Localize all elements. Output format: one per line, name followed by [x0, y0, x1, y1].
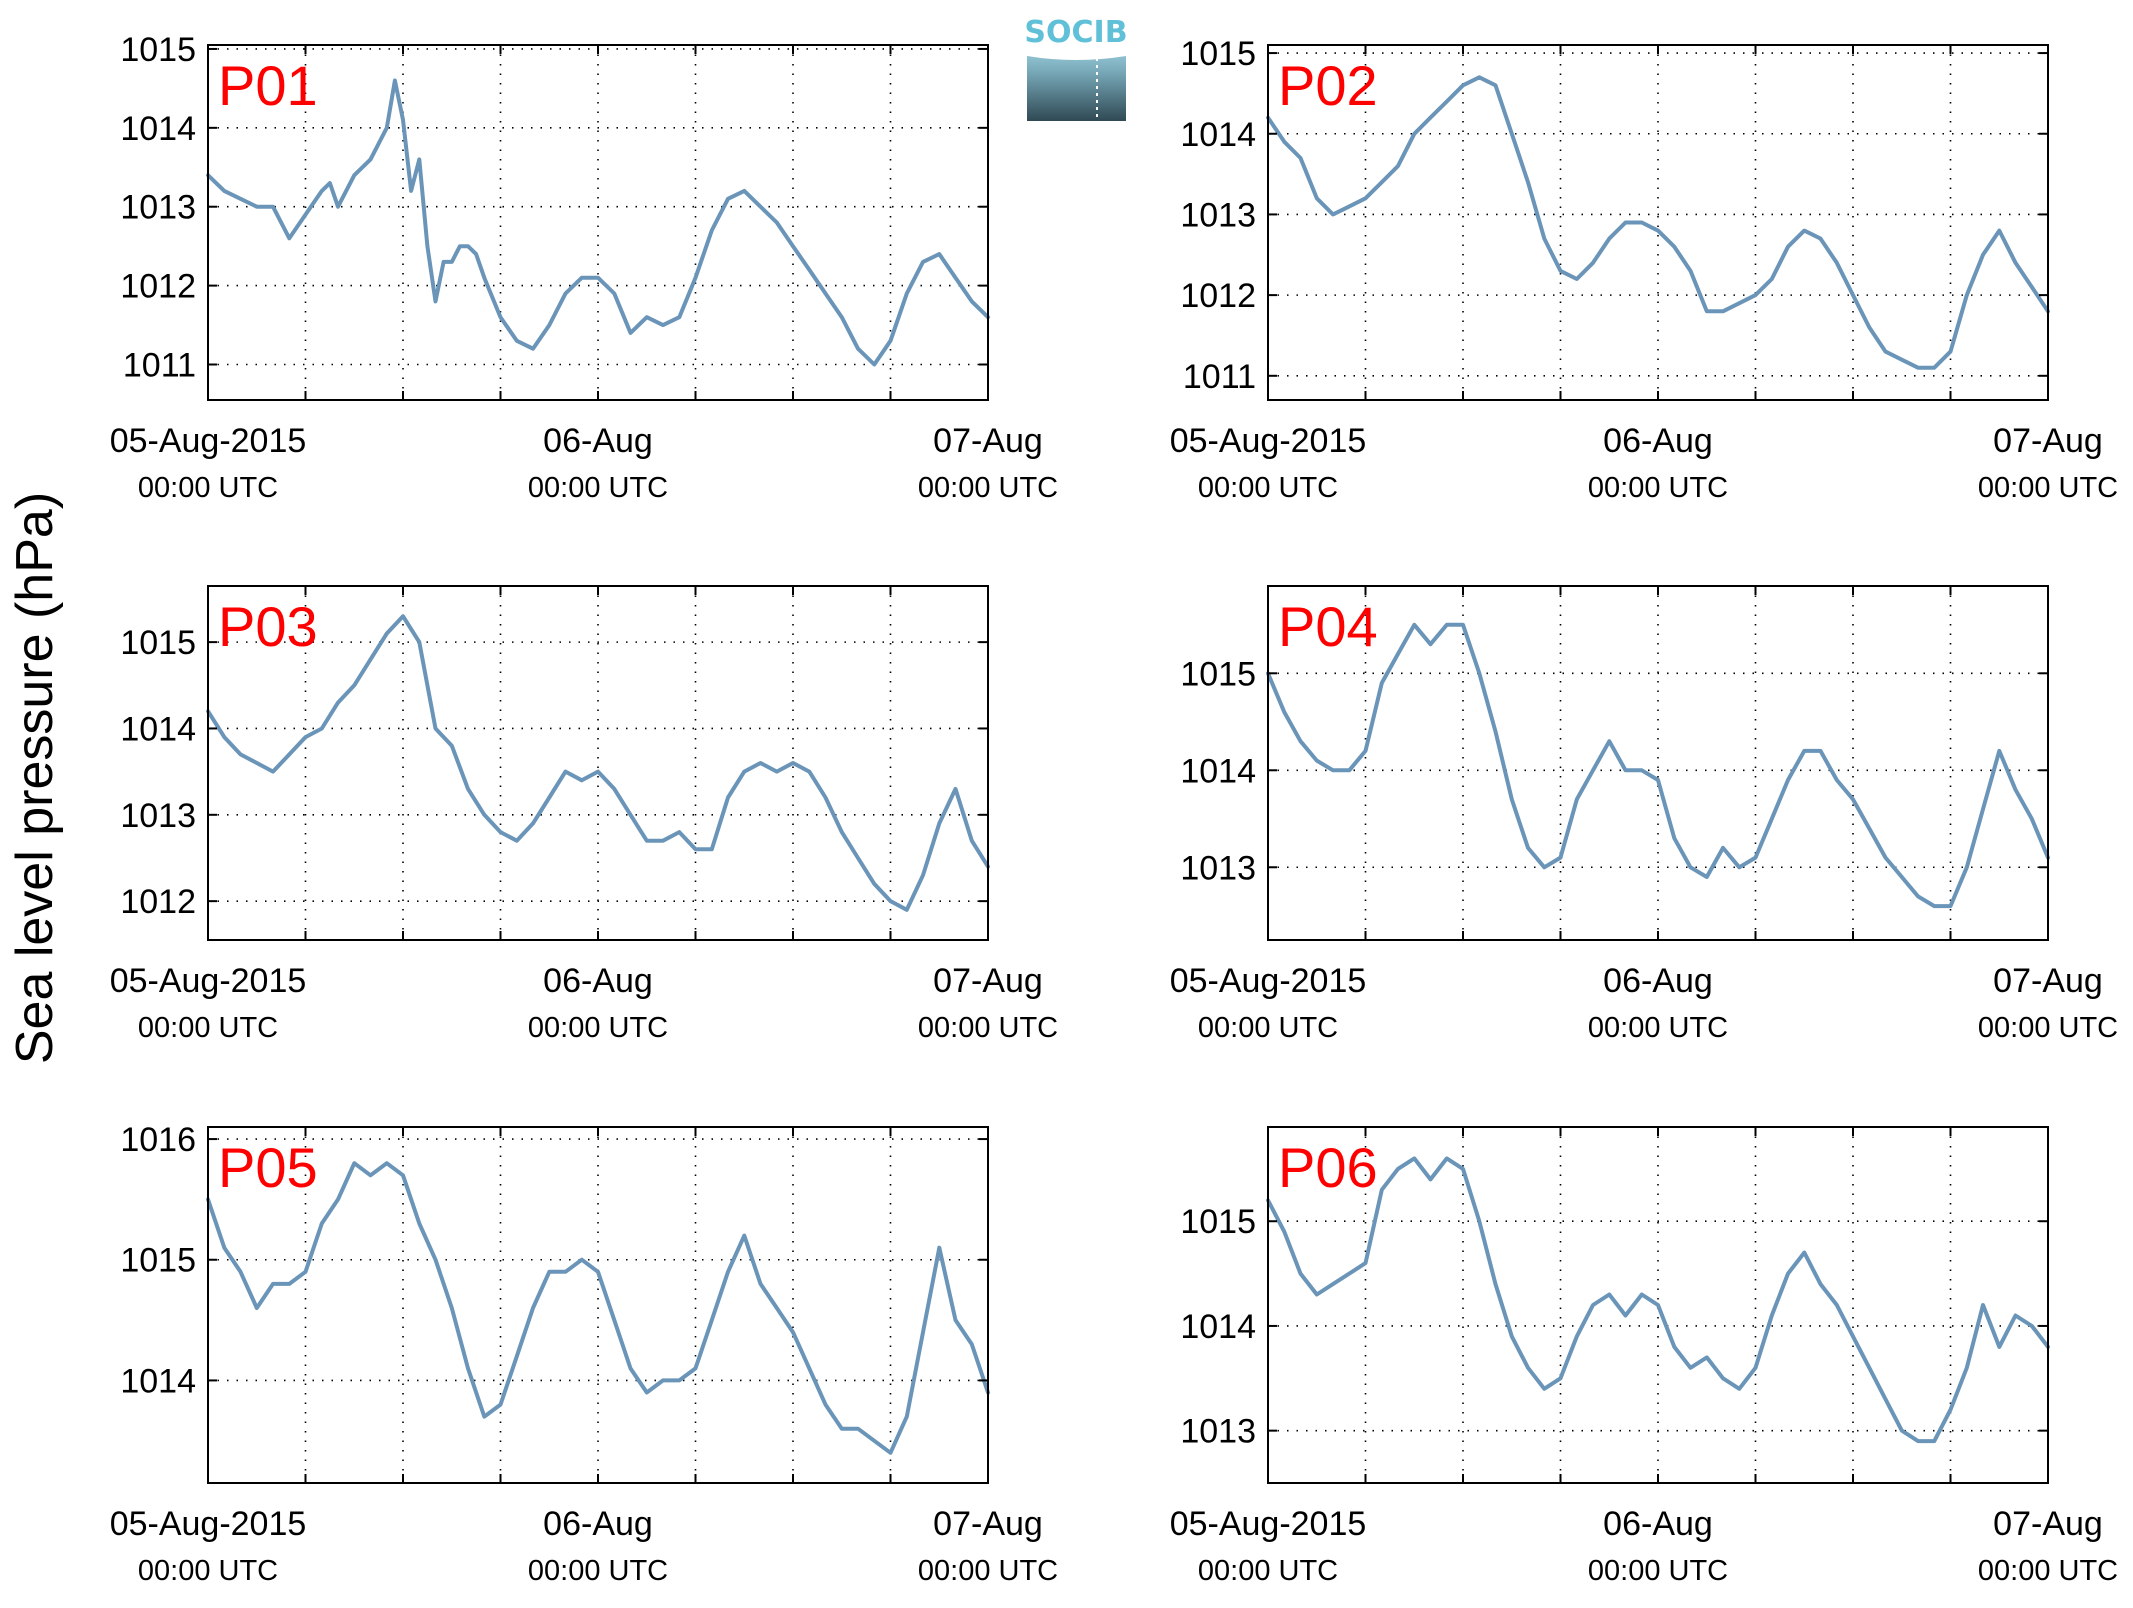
x-tick-label-time: 00:00 UTC	[528, 1012, 668, 1044]
logo-wave	[1027, 44, 1126, 60]
x-tick-label-time: 00:00 UTC	[138, 1555, 278, 1587]
series-line-p06	[1266, 1156, 2050, 1444]
x-tick-label-time: 00:00 UTC	[918, 1555, 1058, 1587]
x-tick-label-time: 00:00 UTC	[1588, 1012, 1728, 1044]
series-line-p05	[206, 1161, 990, 1455]
x-tick-label-time: 00:00 UTC	[1978, 1555, 2118, 1587]
y-tick-label: 1014	[1180, 116, 1256, 154]
y-tick-label: 1013	[1180, 196, 1256, 234]
y-tick-label: 1015	[1180, 35, 1256, 73]
x-tick-label-date: 06-Aug	[1603, 962, 1713, 1000]
x-tick-label-time: 00:00 UTC	[1588, 1555, 1728, 1587]
series-line-p04	[1266, 622, 2050, 909]
series-line-p02	[1266, 75, 2050, 370]
x-tick-label-time: 00:00 UTC	[918, 472, 1058, 504]
panel-p03: 1012 1013 1014 1015 05-Aug-2015 00:00 UTC 06-A…	[110, 585, 1058, 1044]
x-tick-label-time: 00:00 UTC	[528, 1555, 668, 1587]
panel-p02: 1011 1012 1013 1014 1015 05-Aug-2015 00:00 UTC…	[1170, 35, 2118, 504]
x-tick-label-time: 00:00 UTC	[1198, 472, 1338, 504]
x-tick-label-date: 05-Aug-2015	[110, 962, 307, 1000]
x-tick-label-date: 06-Aug	[543, 962, 653, 1000]
x-tick-label-date: 05-Aug-2015	[1170, 962, 1367, 1000]
x-tick-label-date: 05-Aug-2015	[1170, 1505, 1367, 1543]
x-tick-label-date: 06-Aug	[1603, 1505, 1713, 1543]
series-line-p03	[206, 614, 990, 912]
y-tick-label: 1012	[120, 268, 196, 306]
series-line-p01	[206, 78, 990, 367]
x-tick-label-time: 00:00 UTC	[528, 472, 668, 504]
x-tick-label-time: 00:00 UTC	[918, 1012, 1058, 1044]
y-tick-label: 1015	[120, 1242, 196, 1280]
x-tick-label-time: 00:00 UTC	[138, 472, 278, 504]
y-tick-label: 1015	[120, 31, 196, 69]
y-tick-label: 1012	[120, 883, 196, 921]
x-tick-label-date: 05-Aug-2015	[110, 1505, 307, 1543]
chart-panels: 1011 1012 1013 1014 1015 05-Aug-2015 00:00 UTC…	[110, 31, 2118, 1587]
x-tick-label-time: 00:00 UTC	[1198, 1012, 1338, 1044]
y-tick-label: 1014	[120, 710, 196, 748]
logo-text: SOCIB	[1024, 15, 1127, 50]
panel-p06: 1013 1014 1015 05-Aug-2015 00:00 UTC 06-Aug 00…	[1170, 1126, 2118, 1587]
x-tick-label-time: 00:00 UTC	[1978, 472, 2118, 504]
x-tick-label-date: 07-Aug	[1993, 962, 2103, 1000]
panel-p04: 1013 1014 1015 05-Aug-2015 00:00 UTC 06-Aug 00…	[1170, 585, 2118, 1044]
x-tick-label-date: 07-Aug	[1993, 1505, 2103, 1543]
x-tick-label-date: 06-Aug	[543, 1505, 653, 1543]
y-tick-label: 1014	[120, 110, 196, 148]
panel-p05: 1014 1015 1016 05-Aug-2015 00:00 UTC 06-Aug 00…	[110, 1121, 1058, 1587]
panel-label: P06	[1278, 1136, 1378, 1199]
y-tick-label: 1013	[1180, 849, 1256, 887]
y-axis-label: Sea level pressure (hPa)	[6, 492, 64, 1064]
x-tick-label-date: 06-Aug	[543, 422, 653, 460]
x-tick-label-time: 00:00 UTC	[1978, 1012, 2118, 1044]
x-tick-label-time: 00:00 UTC	[138, 1012, 278, 1044]
y-tick-label: 1013	[120, 797, 196, 835]
y-tick-label: 1015	[120, 624, 196, 662]
panel-p01: 1011 1012 1013 1014 1015 05-Aug-2015 00:00 UTC…	[110, 31, 1058, 504]
x-tick-label-date: 07-Aug	[1993, 422, 2103, 460]
x-tick-label-date: 06-Aug	[1603, 422, 1713, 460]
x-tick-label-date: 05-Aug-2015	[110, 422, 307, 460]
y-tick-label: 1013	[1180, 1413, 1256, 1451]
x-tick-label-time: 00:00 UTC	[1198, 1555, 1338, 1587]
panel-label: P01	[218, 54, 318, 117]
socib-logo: SOCIB	[1024, 15, 1128, 121]
panel-label: P05	[218, 1136, 318, 1199]
y-tick-label: 1014	[120, 1362, 196, 1400]
x-tick-label-date: 07-Aug	[933, 422, 1043, 460]
x-tick-label-time: 00:00 UTC	[1588, 472, 1728, 504]
y-tick-label: 1011	[1183, 358, 1256, 396]
y-tick-label: 1011	[123, 347, 196, 385]
panel-label: P04	[1278, 595, 1378, 658]
y-tick-label: 1012	[1180, 277, 1256, 315]
y-tick-label: 1014	[1180, 752, 1256, 790]
y-tick-label: 1015	[1180, 1203, 1256, 1241]
y-tick-label: 1015	[1180, 655, 1256, 693]
y-tick-label: 1016	[120, 1121, 196, 1159]
x-tick-label-date: 05-Aug-2015	[1170, 422, 1367, 460]
panel-label: P03	[218, 595, 318, 658]
panel-label: P02	[1278, 54, 1378, 117]
y-tick-label: 1013	[120, 189, 196, 227]
x-tick-label-date: 07-Aug	[933, 1505, 1043, 1543]
y-tick-label: 1014	[1180, 1308, 1256, 1346]
x-tick-label-date: 07-Aug	[933, 962, 1043, 1000]
